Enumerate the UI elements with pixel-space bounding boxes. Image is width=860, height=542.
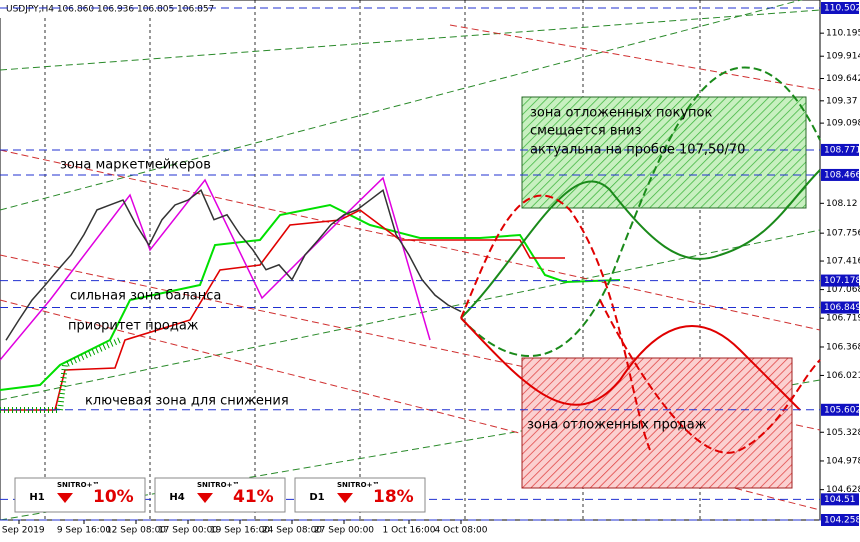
level-label: 106.849 [824,303,860,313]
y-tick-label: 105.328 [826,428,860,438]
brand: SNITRO+™ [337,481,380,489]
x-tick-label: 5 Sep 2019 [0,526,45,536]
signal-value: 18% [373,487,414,507]
zigzag [0,176,431,361]
signal-panel [294,477,426,513]
level-label: 110.502 [824,4,860,14]
y-tick-label: 110.195 [826,29,860,39]
signal-panel [154,477,286,513]
level-label: 108.466 [824,170,860,180]
timeframe: D1 [309,492,324,503]
annotation: сильная зона баланса [70,289,221,304]
annotation: актуальна на пробое 107,50/70 [530,143,745,158]
y-tick-label: 109.642 [826,74,860,84]
x-tick-label: 9 Sep 16:00 [57,526,112,536]
annotation: приоритет продаж [68,319,199,334]
x-tick-label: 27 Sep 00:00 [314,526,374,536]
level-box [821,274,859,287]
level-label: 108.771 [824,145,860,155]
level-box [821,301,859,314]
annotation: зона отложенных покупок [530,106,713,121]
x-tick-label: 12 Sep 08:00 [106,526,166,536]
y-tick-label: 109.098 [826,119,860,129]
ichimoku [0,203,621,413]
annotation: зона отложенных продаж [527,418,707,433]
price-line [5,188,462,341]
y-tick-label: 109.37 [826,96,858,106]
sell-zone [521,357,793,489]
brand: SNITRO+™ [197,481,240,489]
timeframe: H4 [169,492,184,503]
y-tick-label: 106.368 [826,342,860,352]
y-tick-label: 104.628 [826,485,860,495]
y-tick-label: 107.756 [826,229,860,239]
y-tick-label: 106.719 [826,314,860,324]
down-arrow [197,493,213,503]
chart-title: USDJPY,H4 106.860 106.936 106.805 106.85… [6,5,214,15]
projections [460,66,821,454]
annotation: смещается вниз [530,124,641,139]
x-tick-label: 19 Sep 16:00 [210,526,270,536]
level-box [821,403,859,416]
x-tick-label: 17 Sep 00:00 [158,526,218,536]
y-tick-label: 109.914 [826,52,860,62]
x-tick-label: 24 Sep 08:00 [262,526,322,536]
level-box [821,493,859,506]
x-tick-label: 4 Oct 08:00 [435,526,488,536]
signal-value: 41% [233,487,274,507]
timeframe: H1 [29,492,44,503]
x-tick-label: 1 Oct 16:00 [383,526,436,536]
down-arrow [337,493,353,503]
level-label: 104.51 [824,495,856,505]
y-tick-label: 107.416 [826,257,860,267]
y-tick-label: 108.12 [826,199,858,209]
annotation: ключевая зона для снижения [85,394,289,409]
signal-value: 10% [93,487,134,507]
header-bg [0,0,210,18]
level-box [821,2,859,14]
y-tick-label: 106.021 [826,371,860,381]
level-label: 104.258 [824,516,860,526]
level-label: 105.602 [824,405,860,415]
down-arrow [57,493,73,503]
brand: SNITRO+™ [57,481,100,489]
level-label: 107.178 [824,276,860,286]
signal-panel [14,477,146,513]
y-tick-label: 107.068 [826,285,860,295]
level-box [821,143,859,156]
y-tick-label: 104.978 [826,456,860,466]
level-box [821,514,859,526]
level-box [821,168,859,181]
annotation: зона маркетмейкеров [60,158,211,173]
vertical-grid [44,0,701,520]
